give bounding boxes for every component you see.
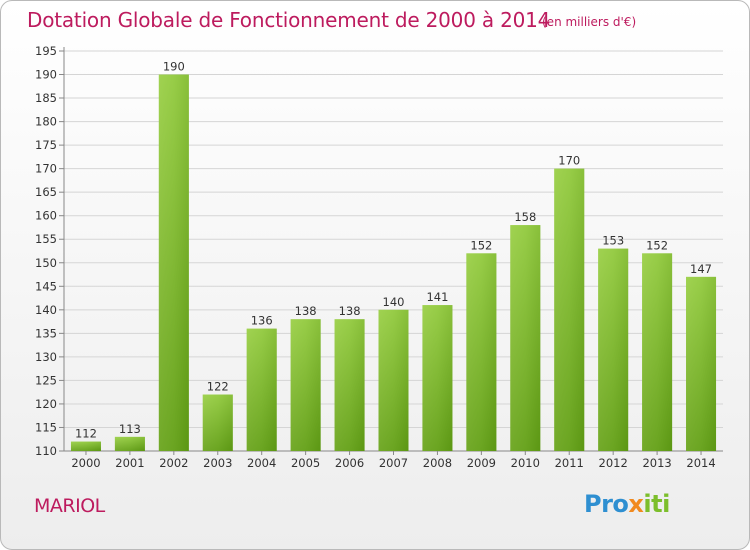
- bar-shade-2007: [378, 309, 409, 451]
- y-tick-label: 145: [35, 279, 57, 293]
- y-tick-label: 160: [35, 209, 57, 223]
- y-tick-label: 120: [35, 397, 57, 411]
- bar-value-label: 152: [470, 238, 492, 252]
- bar-value-label: 113: [119, 422, 141, 436]
- y-tick-label: 150: [35, 256, 57, 270]
- x-tick-label: 2001: [115, 456, 144, 470]
- bar-value-label: 122: [207, 380, 229, 394]
- x-tick-label: 2000: [71, 456, 100, 470]
- y-tick-label: 170: [35, 162, 57, 176]
- bar-shade-2011: [554, 168, 585, 451]
- proxiti-logo[interactable]: Proxiti: [584, 490, 670, 518]
- y-tick-label: 185: [35, 91, 57, 105]
- logo-part-1: Pro: [584, 490, 629, 518]
- y-tick-label: 155: [35, 232, 57, 246]
- x-tick-label: 2012: [599, 456, 628, 470]
- bar-shade-2005: [290, 319, 321, 451]
- bar-shade-2003: [202, 394, 233, 451]
- y-tick-label: 195: [35, 44, 57, 58]
- x-tick-label: 2013: [642, 456, 671, 470]
- bar-value-label: 138: [295, 304, 317, 318]
- y-tick-label: 175: [35, 138, 57, 152]
- commune-name: MARIOL: [34, 495, 105, 517]
- bar-value-label: 136: [251, 314, 273, 328]
- bar-shade-2010: [510, 225, 541, 451]
- x-tick-label: 2008: [423, 456, 452, 470]
- x-tick-label: 2009: [467, 456, 496, 470]
- x-tick-label: 2014: [686, 456, 715, 470]
- bar-value-label: 158: [514, 210, 536, 224]
- x-tick-label: 2011: [555, 456, 584, 470]
- bar-value-label: 140: [383, 295, 405, 309]
- bar-value-label: 141: [426, 290, 448, 304]
- bar-value-label: 112: [75, 427, 97, 441]
- y-tick-label: 180: [35, 115, 57, 129]
- chart-subtitle: (en milliers d'€): [542, 15, 637, 29]
- logo-part-3: iti: [643, 490, 670, 518]
- bar-value-label: 153: [602, 234, 624, 248]
- y-tick-label: 140: [35, 303, 57, 317]
- bar-value-label: 190: [163, 60, 185, 74]
- bar-shade-2009: [466, 253, 497, 451]
- y-tick-label: 115: [35, 420, 57, 434]
- x-tick-label: 2005: [291, 456, 320, 470]
- bar-shade-2000: [70, 441, 101, 451]
- y-tick-label: 110: [35, 444, 57, 458]
- bar-shade-2012: [598, 248, 629, 451]
- bar-shade-2001: [114, 436, 145, 451]
- x-tick-label: 2004: [247, 456, 276, 470]
- bar-value-label: 152: [646, 238, 668, 252]
- x-tick-label: 2006: [335, 456, 364, 470]
- bar-value-label: 138: [339, 304, 361, 318]
- y-tick-label: 130: [35, 350, 57, 364]
- bar-shade-2014: [686, 276, 717, 451]
- y-tick-label: 125: [35, 373, 57, 387]
- x-tick-label: 2010: [511, 456, 540, 470]
- bar-shade-2002: [158, 74, 189, 451]
- x-tick-label: 2007: [379, 456, 408, 470]
- x-tick-label: 2002: [159, 456, 188, 470]
- logo-part-2: x: [628, 490, 644, 518]
- y-tick-label: 165: [35, 185, 57, 199]
- bar-shade-2006: [334, 319, 365, 451]
- bar-shade-2013: [642, 253, 673, 451]
- x-tick-label: 2003: [203, 456, 232, 470]
- bar-shade-2008: [422, 305, 453, 451]
- bars: [70, 74, 717, 451]
- y-tick-label: 190: [35, 68, 57, 82]
- bar-value-label: 147: [690, 262, 712, 276]
- bar-value-label: 170: [558, 154, 580, 168]
- y-tick-label: 135: [35, 326, 57, 340]
- bar-shade-2004: [246, 328, 277, 451]
- chart-title: Dotation Globale de Fonctionnement de 20…: [27, 8, 551, 32]
- labels: 110 115 120 125 130 135 140 145 150 155 160 165 170 1…: [35, 44, 716, 470]
